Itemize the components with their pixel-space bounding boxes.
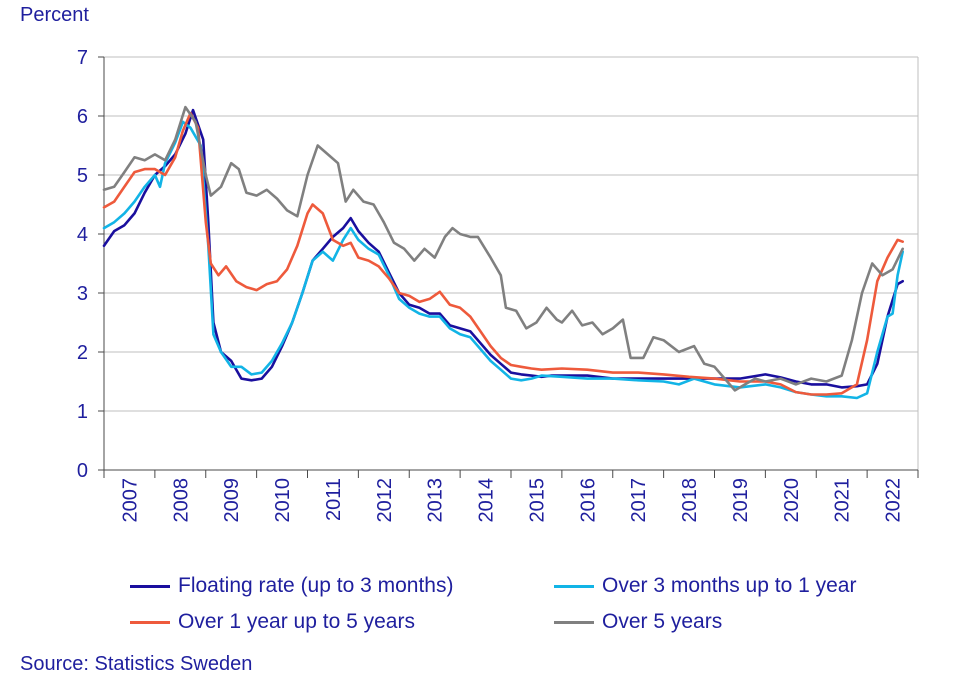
plot-area: 0 1 2 3 4 5 6 7 2007 2008 2009 2010 2011 2012 2013 2014… xyxy=(77,47,919,523)
legend-label-3m-1y: Over 3 months up to 1 year xyxy=(602,574,857,597)
x-tick-label-2008: 2008 xyxy=(170,478,192,523)
x-tick-label-2020: 2020 xyxy=(781,478,803,523)
legend: Floating rate (up to 3 months) Over 3 mo… xyxy=(0,570,955,640)
legend-swatch-1y-5y xyxy=(130,620,170,624)
x-tick-label-2012: 2012 xyxy=(374,478,396,523)
x-tick-label-2016: 2016 xyxy=(577,478,599,523)
x-tick-label-2013: 2013 xyxy=(425,478,447,523)
series-line-3m-1y xyxy=(102,120,904,400)
x-tick-label-2018: 2018 xyxy=(679,478,701,523)
y-tick-label-0: 0 xyxy=(77,460,88,482)
y-tick-label-7: 7 xyxy=(77,47,88,69)
y-axis-label: Percent xyxy=(20,4,89,26)
x-tick-label-2014: 2014 xyxy=(476,478,498,523)
legend-label-floating-rate: Floating rate (up to 3 months) xyxy=(178,574,454,597)
x-tick-label-2010: 2010 xyxy=(272,478,294,523)
legend-item-1y-5y: Over 1 year up to 5 years xyxy=(130,610,415,634)
y-tick-label-1: 1 xyxy=(77,401,88,423)
y-tick-label-2: 2 xyxy=(77,342,88,364)
legend-swatch-over-5y xyxy=(554,620,594,624)
legend-swatch-3m-1y xyxy=(554,584,594,588)
x-tick-label-2011: 2011 xyxy=(323,478,345,521)
legend-swatch-floating-rate xyxy=(130,584,170,588)
x-tick-label-2022: 2022 xyxy=(883,478,905,523)
y-tick-label-3: 3 xyxy=(77,283,88,305)
y-tick-label-4: 4 xyxy=(77,224,88,246)
x-tick-label-2009: 2009 xyxy=(221,478,243,523)
x-tick-label-2015: 2015 xyxy=(526,478,548,523)
series-line-over-5y xyxy=(102,105,904,392)
legend-label-over-5y: Over 5 years xyxy=(602,610,723,633)
x-tick-label-2021: 2021 xyxy=(832,478,854,523)
legend-item-floating-rate: Floating rate (up to 3 months) xyxy=(130,574,453,598)
x-tick-label-2007: 2007 xyxy=(119,478,141,523)
legend-item-3m-1y: Over 3 months up to 1 year xyxy=(554,574,856,598)
y-tick-label-5: 5 xyxy=(77,165,88,187)
x-tick-label-2019: 2019 xyxy=(730,478,752,523)
legend-label-1y-5y: Over 1 year up to 5 years xyxy=(178,610,415,633)
y-tick-label-6: 6 xyxy=(77,106,88,128)
legend-item-over-5y: Over 5 years xyxy=(554,610,722,634)
source-note: Source: Statistics Sweden xyxy=(20,653,253,675)
x-tick-label-2017: 2017 xyxy=(628,478,650,523)
series-line-floating-rate xyxy=(102,108,904,389)
